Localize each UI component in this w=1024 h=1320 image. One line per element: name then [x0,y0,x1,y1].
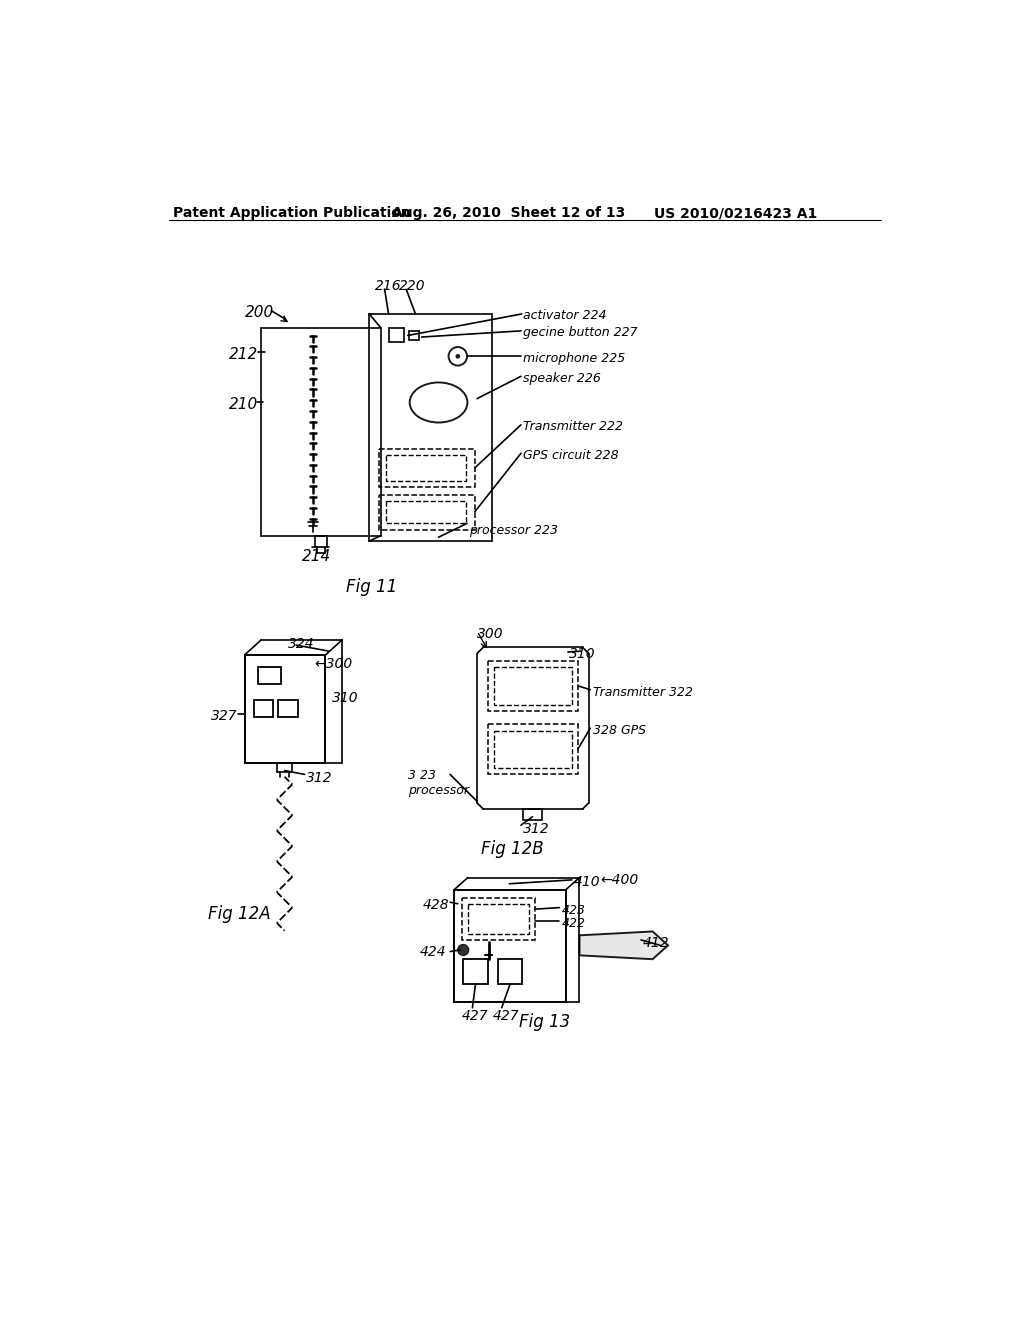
Text: 214: 214 [301,549,331,564]
Text: 312: 312 [523,822,550,836]
Text: Transmitter 322: Transmitter 322 [593,686,692,698]
Text: 424: 424 [419,945,445,960]
Text: 216: 216 [376,280,402,293]
Text: Aug. 26, 2010  Sheet 12 of 13: Aug. 26, 2010 Sheet 12 of 13 [392,206,626,220]
Text: processor 223: processor 223 [469,524,558,537]
Text: ←300: ←300 [313,657,352,672]
Polygon shape [580,932,668,960]
Text: microphone 225: microphone 225 [523,352,626,366]
Text: 423: 423 [562,904,586,917]
Text: activator 224: activator 224 [523,309,607,322]
Text: 200: 200 [245,305,273,319]
Text: 3 23
processor: 3 23 processor [408,770,469,797]
Text: ←400: ←400 [600,873,639,887]
Text: gecine button 227: gecine button 227 [523,326,638,339]
Text: Fig 11: Fig 11 [346,578,397,597]
Text: 428: 428 [423,898,450,912]
Text: Fig 13: Fig 13 [519,1014,570,1031]
Text: 410: 410 [573,874,600,888]
Circle shape [456,354,460,359]
Text: 312: 312 [306,771,333,784]
Text: 412: 412 [643,936,670,950]
Text: 427: 427 [462,1010,488,1023]
Text: 327: 327 [211,709,238,723]
Text: US 2010/0216423 A1: US 2010/0216423 A1 [654,206,817,220]
Text: 422: 422 [562,917,586,929]
Text: 324: 324 [289,638,315,651]
Text: Patent Application Publication: Patent Application Publication [173,206,411,220]
Text: GPS circuit 228: GPS circuit 228 [523,449,618,462]
Text: speaker 226: speaker 226 [523,372,601,385]
Text: 427: 427 [493,1010,519,1023]
Text: 210: 210 [229,397,258,412]
Text: 310: 310 [333,692,359,705]
Text: 220: 220 [398,280,425,293]
Text: 300: 300 [477,627,504,640]
Text: Transmitter 222: Transmitter 222 [523,420,624,433]
Text: Fig 12B: Fig 12B [481,840,544,858]
Text: 328 GPS: 328 GPS [593,725,645,738]
Text: Fig 12A: Fig 12A [208,906,270,923]
Circle shape [458,945,469,956]
Text: 310: 310 [569,647,596,661]
Text: 212: 212 [229,347,258,362]
